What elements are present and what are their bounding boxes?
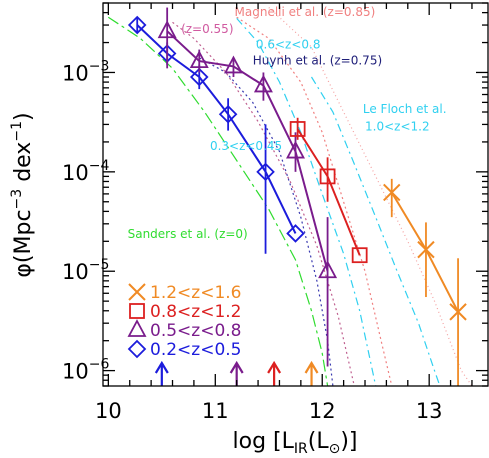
limit-arrow-2 <box>267 360 282 386</box>
annotation-6: 0.3<z<0.45 <box>210 139 282 153</box>
legend-marker-1 <box>129 303 145 319</box>
limit-arrow-3 <box>304 360 319 386</box>
x-tick-label-0: 10 <box>95 399 122 423</box>
y-tick-label-2: 10−4 <box>62 158 109 185</box>
annotation-0: Magnelli et al. (z=0.85) <box>235 5 376 19</box>
reference-curve-5 <box>310 76 441 386</box>
data-point-2-0 <box>289 121 306 137</box>
data-point-3-2 <box>449 303 467 321</box>
legend-label-2: 0.5<z<0.8 <box>150 321 241 341</box>
series-line-1 <box>166 30 329 272</box>
data-point-1-3 <box>253 74 273 93</box>
data-point-0-0 <box>127 15 147 35</box>
annotations: Magnelli et al. (z=0.85)(z=0.55) 0.6<z<0.… <box>128 5 447 241</box>
limit-arrow-0 <box>154 360 169 386</box>
reference-curve-0 <box>107 16 329 386</box>
y-tick-label-0: 10−6 <box>62 357 109 384</box>
y-tick-label-1: 10−5 <box>62 257 109 284</box>
annotation-3: Huynh et al. (z=0.75) <box>253 54 382 68</box>
reference-curve-3 <box>236 16 393 386</box>
legend: 1.2<z<1.60.8<z<1.20.5<z<0.80.2<z<0.5 <box>127 283 241 360</box>
data-point-1-1 <box>189 50 209 69</box>
data-point-3-0 <box>383 183 401 202</box>
x-tick-label-1: 11 <box>202 399 229 423</box>
data-point-0-5 <box>286 224 305 243</box>
legend-label-3: 0.2<z<0.5 <box>150 340 241 360</box>
data-point-2-2 <box>351 247 368 264</box>
axes: 10 11 12 13 10−6 10−5 10−4 10−3 <box>62 2 489 423</box>
data-point-1-5 <box>318 260 338 279</box>
x-tick-label-3: 13 <box>416 399 443 423</box>
x-tick-label-2: 12 <box>309 399 336 423</box>
data-point-0-2 <box>189 67 209 87</box>
annotation-4: Le Floch et al. <box>363 102 447 116</box>
series-line-3 <box>390 191 459 313</box>
data-point-2-1 <box>319 168 336 185</box>
annotation-7: Sanders et al. (z=0) <box>128 227 248 241</box>
reference-curves <box>107 7 473 386</box>
legend-marker-0 <box>128 283 146 301</box>
legend-label-1: 0.8<z<1.2 <box>150 302 241 322</box>
annotation-5: 1.0<z<1.2 <box>365 120 430 134</box>
data-point-1-2 <box>223 55 243 74</box>
x-axis-label: log [LIR(L⊙)] <box>233 429 358 457</box>
y-tick-label-3: 10−3 <box>62 58 109 85</box>
data-point-1-0 <box>157 20 177 39</box>
data-point-0-4 <box>256 162 275 182</box>
reference-curve-4 <box>236 18 377 386</box>
legend-marker-3 <box>127 339 147 359</box>
lower-limit-arrows <box>154 360 319 386</box>
data-point-0-3 <box>218 104 238 124</box>
reference-curve-1 <box>199 57 334 386</box>
data-series <box>127 7 467 386</box>
legend-marker-2 <box>127 319 147 337</box>
data-point-1-4 <box>286 140 305 159</box>
annotation-2: 0.6<z<0.8 <box>256 37 321 51</box>
legend-label-0: 1.2<z<1.6 <box>150 283 241 303</box>
series-line-0 <box>136 24 297 234</box>
y-axis-label: φ(Mpc−3 dex−1) <box>9 112 36 277</box>
annotation-1: (z=0.55) <box>181 22 233 36</box>
data-point-3-1 <box>417 240 435 259</box>
reference-curve-2 <box>172 21 355 386</box>
